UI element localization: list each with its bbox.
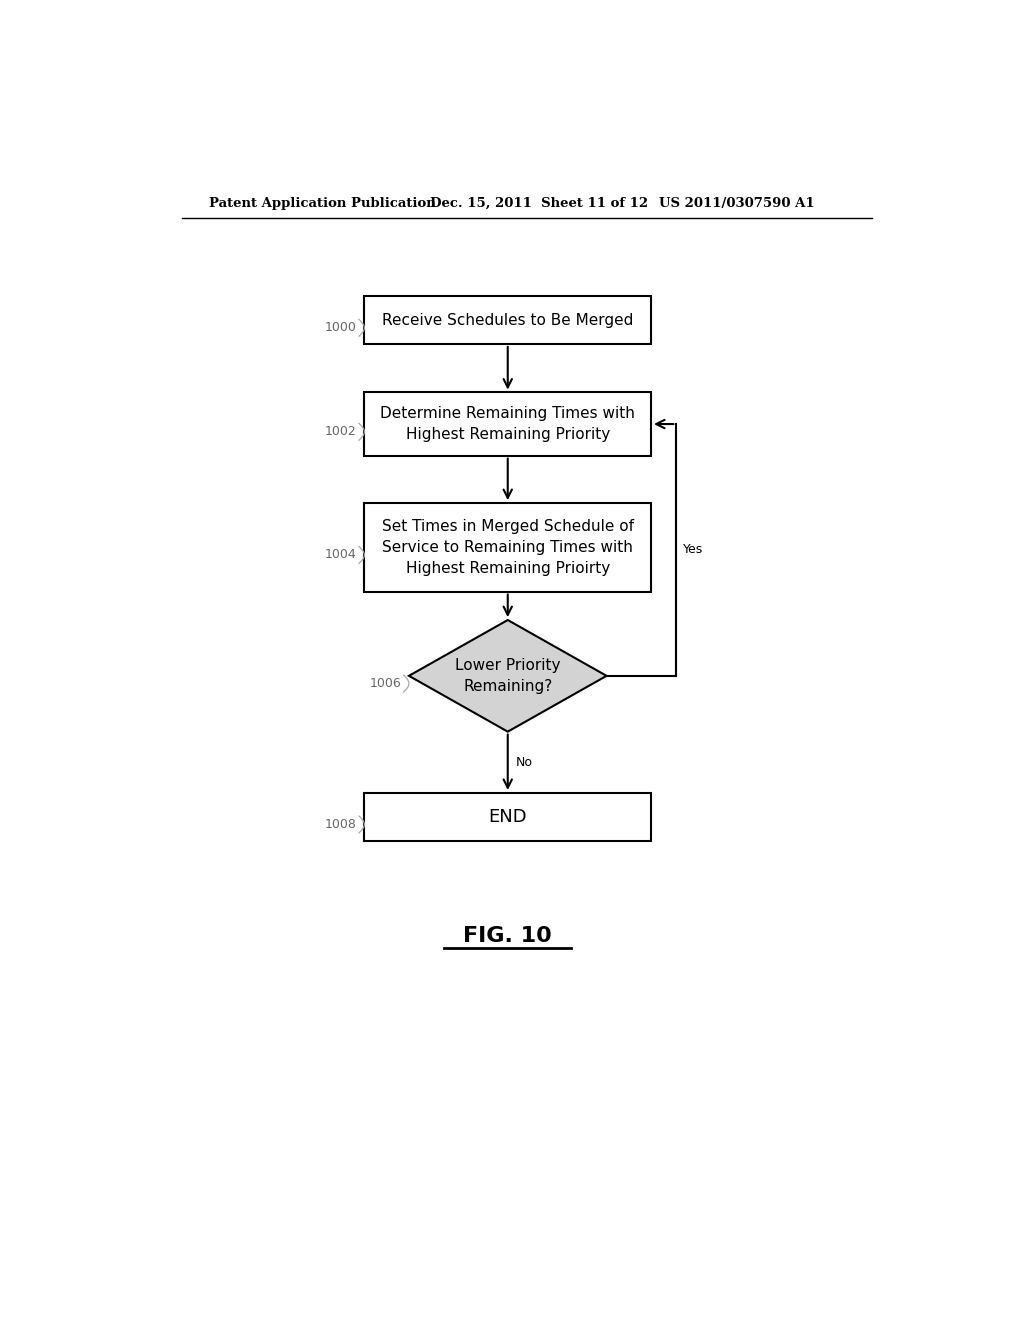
Text: Determine Remaining Times with
Highest Remaining Priority: Determine Remaining Times with Highest R… [380, 407, 635, 442]
FancyBboxPatch shape [365, 793, 651, 841]
Text: Dec. 15, 2011  Sheet 11 of 12: Dec. 15, 2011 Sheet 11 of 12 [430, 197, 648, 210]
Text: Yes: Yes [683, 544, 702, 557]
Text: 1008: 1008 [325, 818, 356, 832]
Text: 1002: 1002 [325, 425, 356, 438]
Text: Receive Schedules to Be Merged: Receive Schedules to Be Merged [382, 313, 634, 327]
Text: 1000: 1000 [325, 321, 356, 334]
FancyBboxPatch shape [365, 392, 651, 455]
Text: Patent Application Publication: Patent Application Publication [209, 197, 436, 210]
Text: Set Times in Merged Schedule of
Service to Remaining Times with
Highest Remainin: Set Times in Merged Schedule of Service … [382, 519, 634, 576]
Text: US 2011/0307590 A1: US 2011/0307590 A1 [658, 197, 814, 210]
FancyBboxPatch shape [365, 503, 651, 591]
Text: 1006: 1006 [370, 677, 401, 690]
Text: No: No [515, 756, 532, 768]
Polygon shape [409, 620, 606, 731]
Text: END: END [488, 808, 527, 826]
FancyBboxPatch shape [365, 296, 651, 345]
Text: 1004: 1004 [325, 548, 356, 561]
Text: FIG. 10: FIG. 10 [464, 927, 552, 946]
Text: Lower Priority
Remaining?: Lower Priority Remaining? [455, 657, 560, 694]
